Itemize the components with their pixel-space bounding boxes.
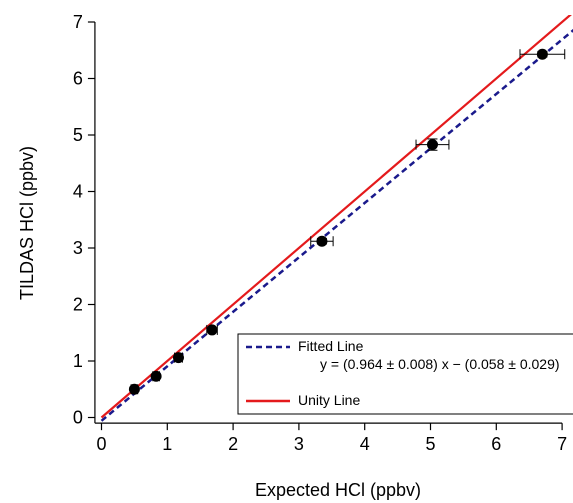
fit-lines (100, 15, 573, 422)
x-tick-label: 5 (425, 434, 435, 454)
y-tick-label: 6 (73, 69, 83, 89)
data-point (206, 324, 218, 336)
y-axis-ticks: 0 1 2 3 4 5 6 7 (73, 12, 95, 428)
data-point (150, 370, 162, 382)
unity-line (100, 15, 572, 419)
y-axis-title: TILDAS HCl (ppbv) (17, 146, 37, 300)
x-tick-label: 0 (96, 434, 106, 454)
data-point (172, 352, 184, 364)
x-tick-label: 4 (360, 434, 370, 454)
x-tick-label: 7 (557, 434, 567, 454)
x-tick-label: 3 (294, 434, 304, 454)
x-tick-label: 1 (162, 434, 172, 454)
data-point (316, 235, 328, 247)
y-tick-label: 4 (73, 182, 83, 202)
legend-fit-equation: y = (0.964 ± 0.008) x − (0.058 ± 0.029) (320, 356, 560, 372)
y-tick-label: 1 (73, 351, 83, 371)
y-tick-label: 3 (73, 238, 83, 258)
x-tick-label: 2 (228, 434, 238, 454)
legend: Fitted Line y = (0.964 ± 0.008) x − (0.0… (237, 333, 573, 415)
data-point (426, 139, 438, 151)
y-tick-label: 2 (73, 295, 83, 315)
y-tick-label: 0 (73, 408, 83, 428)
data-point (536, 48, 548, 60)
y-tick-label: 5 (73, 125, 83, 145)
data-points (128, 48, 566, 395)
y-tick-label: 7 (73, 12, 83, 32)
x-axis-title: Expected HCl (ppbv) (255, 480, 421, 500)
legend-box (237, 333, 573, 415)
x-tick-label: 6 (491, 434, 501, 454)
fitted-line (100, 28, 573, 422)
data-point (128, 383, 140, 395)
legend-label-unity-line: Unity Line (298, 392, 360, 408)
legend-label-fitted-line: Fitted Line (298, 338, 364, 354)
x-axis-ticks: 0 1 2 3 4 5 6 7 (96, 423, 567, 454)
